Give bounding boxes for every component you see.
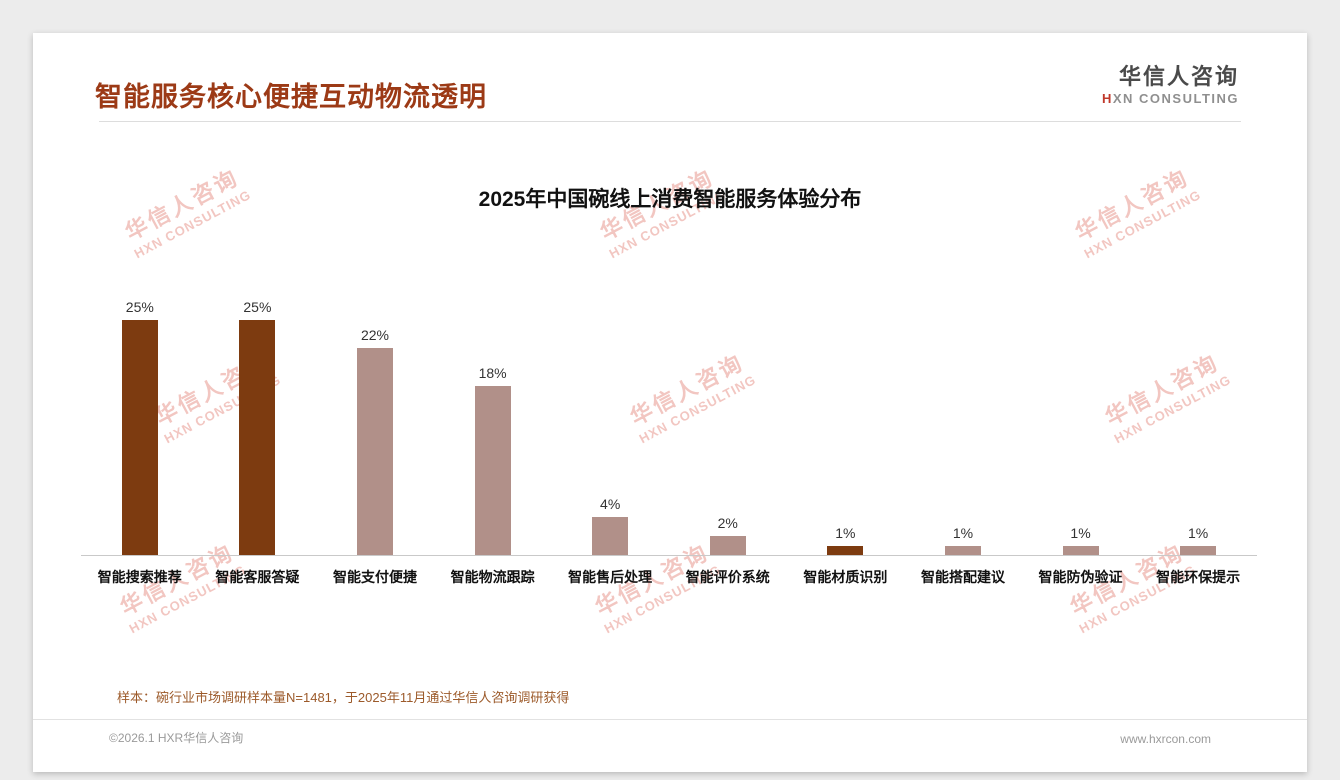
bar-category-label: 智能搜索推荐 bbox=[97, 569, 182, 585]
bar-category-label: 智能售后处理 bbox=[568, 569, 653, 585]
bar-value-label: 1% bbox=[835, 524, 856, 541]
bar-column: 1% bbox=[904, 293, 1022, 555]
bar bbox=[474, 385, 511, 555]
bar-category-label: 智能物流跟踪 bbox=[450, 569, 535, 585]
bar-column: 1% bbox=[787, 293, 905, 555]
bar-category-label: 智能评价系统 bbox=[685, 569, 770, 585]
footer-divider bbox=[33, 719, 1307, 720]
logo-cn-text: 华信人咨询 bbox=[1118, 64, 1239, 89]
website-text: www.hxrcon.com bbox=[1120, 732, 1211, 746]
bar-column: 4% bbox=[551, 293, 669, 555]
page-title: 智能服务核心便捷互动物流透明 bbox=[95, 82, 487, 112]
bar-column: 1% bbox=[1139, 293, 1257, 555]
bar-column: 2% bbox=[669, 293, 787, 555]
bar-column: 1% bbox=[1022, 293, 1140, 555]
bar-column: 25% bbox=[81, 293, 199, 555]
bar bbox=[592, 517, 629, 555]
logo-en-first-letter: H bbox=[1101, 90, 1113, 106]
logo-en-rest: XN CONSULTING bbox=[1112, 90, 1239, 106]
bar-column: 18% bbox=[434, 293, 552, 555]
bar bbox=[239, 320, 276, 555]
bar bbox=[827, 545, 864, 555]
bar-category-label: 智能材质识别 bbox=[803, 569, 888, 585]
bar-value-label: 22% bbox=[360, 327, 389, 344]
plot-area: 25% 25% 22% 18% 4% 2% 1% 1% 1% 1% bbox=[81, 293, 1257, 556]
bar-value-label: 18% bbox=[478, 364, 507, 381]
bar-category-label: 智能支付便捷 bbox=[332, 569, 417, 585]
logo-en-text: HXN CONSULTING bbox=[1102, 91, 1239, 107]
bar-category-label: 智能环保提示 bbox=[1156, 569, 1241, 585]
bar-category-label: 智能防伪验证 bbox=[1038, 569, 1123, 585]
bar-value-label: 2% bbox=[717, 515, 738, 532]
bar-column: 22% bbox=[316, 293, 434, 555]
bar bbox=[356, 348, 393, 555]
header-divider bbox=[99, 121, 1241, 122]
bar bbox=[1180, 545, 1217, 555]
bar-category-label: 智能搭配建议 bbox=[920, 569, 1005, 585]
bar-column: 25% bbox=[199, 293, 317, 555]
report-card: 华信人咨询 HXN CONSULTING 华信人咨询 HXN CONSULTING 华信… bbox=[33, 33, 1307, 772]
bar-value-label: 1% bbox=[1188, 524, 1209, 541]
bar bbox=[121, 320, 158, 555]
sample-note: 样本：碗行业市场调研样本量N=1481，于2025年11月通过华信人咨询调研获得 bbox=[117, 690, 570, 705]
copyright-text: ©2026.1 HXR华信人咨询 bbox=[109, 731, 244, 745]
bar bbox=[944, 545, 981, 555]
category-axis: 智能搜索推荐 智能客服答疑 智能支付便捷 智能物流跟踪 智能售后处理 智能评价系统 智能材质… bbox=[81, 567, 1257, 587]
bar bbox=[1062, 545, 1099, 555]
bar-value-label: 25% bbox=[243, 299, 272, 315]
bar-value-label: 25% bbox=[125, 299, 154, 315]
bar-value-label: 1% bbox=[952, 524, 974, 541]
bar-value-label: 1% bbox=[1070, 524, 1091, 541]
bar-category-label: 智能客服答疑 bbox=[215, 569, 300, 585]
company-logo: 华信人咨询 HXN CONSULTING bbox=[1102, 63, 1239, 107]
chart-title: 2025年中国碗线上消费智能服务体验分布 bbox=[478, 188, 862, 211]
bar-value-label: 4% bbox=[600, 496, 621, 513]
bar bbox=[709, 536, 746, 555]
